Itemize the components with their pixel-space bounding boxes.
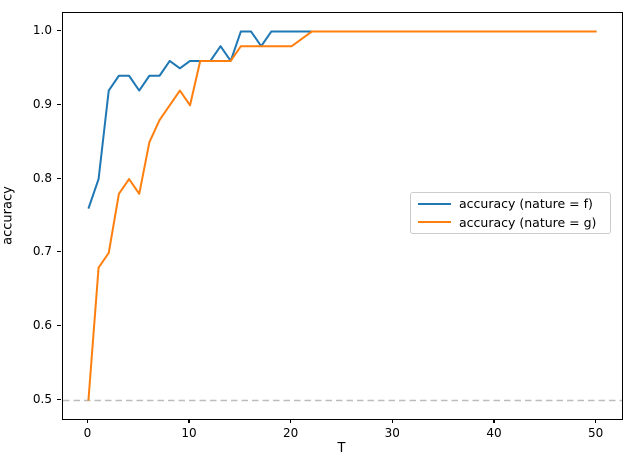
y-tick-mark	[56, 251, 61, 253]
legend-label-g: accuracy (nature = g)	[459, 214, 597, 230]
y-tick-mark	[56, 398, 61, 401]
legend-entry-f: accuracy (nature = f)	[418, 196, 603, 212]
x-tick-mark	[595, 419, 597, 424]
x-tick-mark	[493, 419, 495, 424]
x-tick-label: 50	[587, 426, 604, 440]
x-tick-label: 30	[384, 426, 400, 440]
series-line-f	[87, 30, 597, 209]
y-tick-label: 0.5	[32, 392, 52, 406]
y-tick-mark	[56, 29, 61, 32]
y-tick-label: 0.6	[32, 318, 52, 333]
y-tick-label: 0.7	[32, 244, 52, 259]
legend-line-swatch-f	[418, 202, 451, 205]
y-tick-mark	[56, 325, 61, 327]
legend: accuracy (nature = f) accuracy (nature =…	[410, 192, 611, 234]
x-tick-mark	[188, 419, 190, 424]
series-line-g	[87, 30, 597, 401]
x-tick-label: 10	[181, 426, 197, 440]
y-axis-label: accuracy	[0, 186, 16, 245]
y-tick-label: 0.8	[32, 170, 52, 185]
x-tick-label: 0	[83, 426, 92, 440]
legend-label-f: accuracy (nature = f)	[459, 196, 593, 212]
y-tick-label: 1.0	[32, 23, 52, 37]
y-tick-mark	[56, 177, 61, 179]
chart-svg	[63, 30, 622, 402]
x-tick-mark	[391, 419, 393, 424]
y-tick-mark	[56, 103, 61, 105]
x-axis-label: T	[337, 441, 346, 456]
legend-line-swatch-g	[418, 221, 451, 224]
x-tick-label: 40	[486, 426, 502, 440]
x-tick-mark	[86, 419, 88, 424]
y-tick-label: 0.9	[32, 96, 52, 111]
x-tick-label: 20	[283, 426, 299, 440]
legend-entry-g: accuracy (nature = g)	[418, 215, 603, 231]
x-tick-mark	[290, 419, 292, 424]
